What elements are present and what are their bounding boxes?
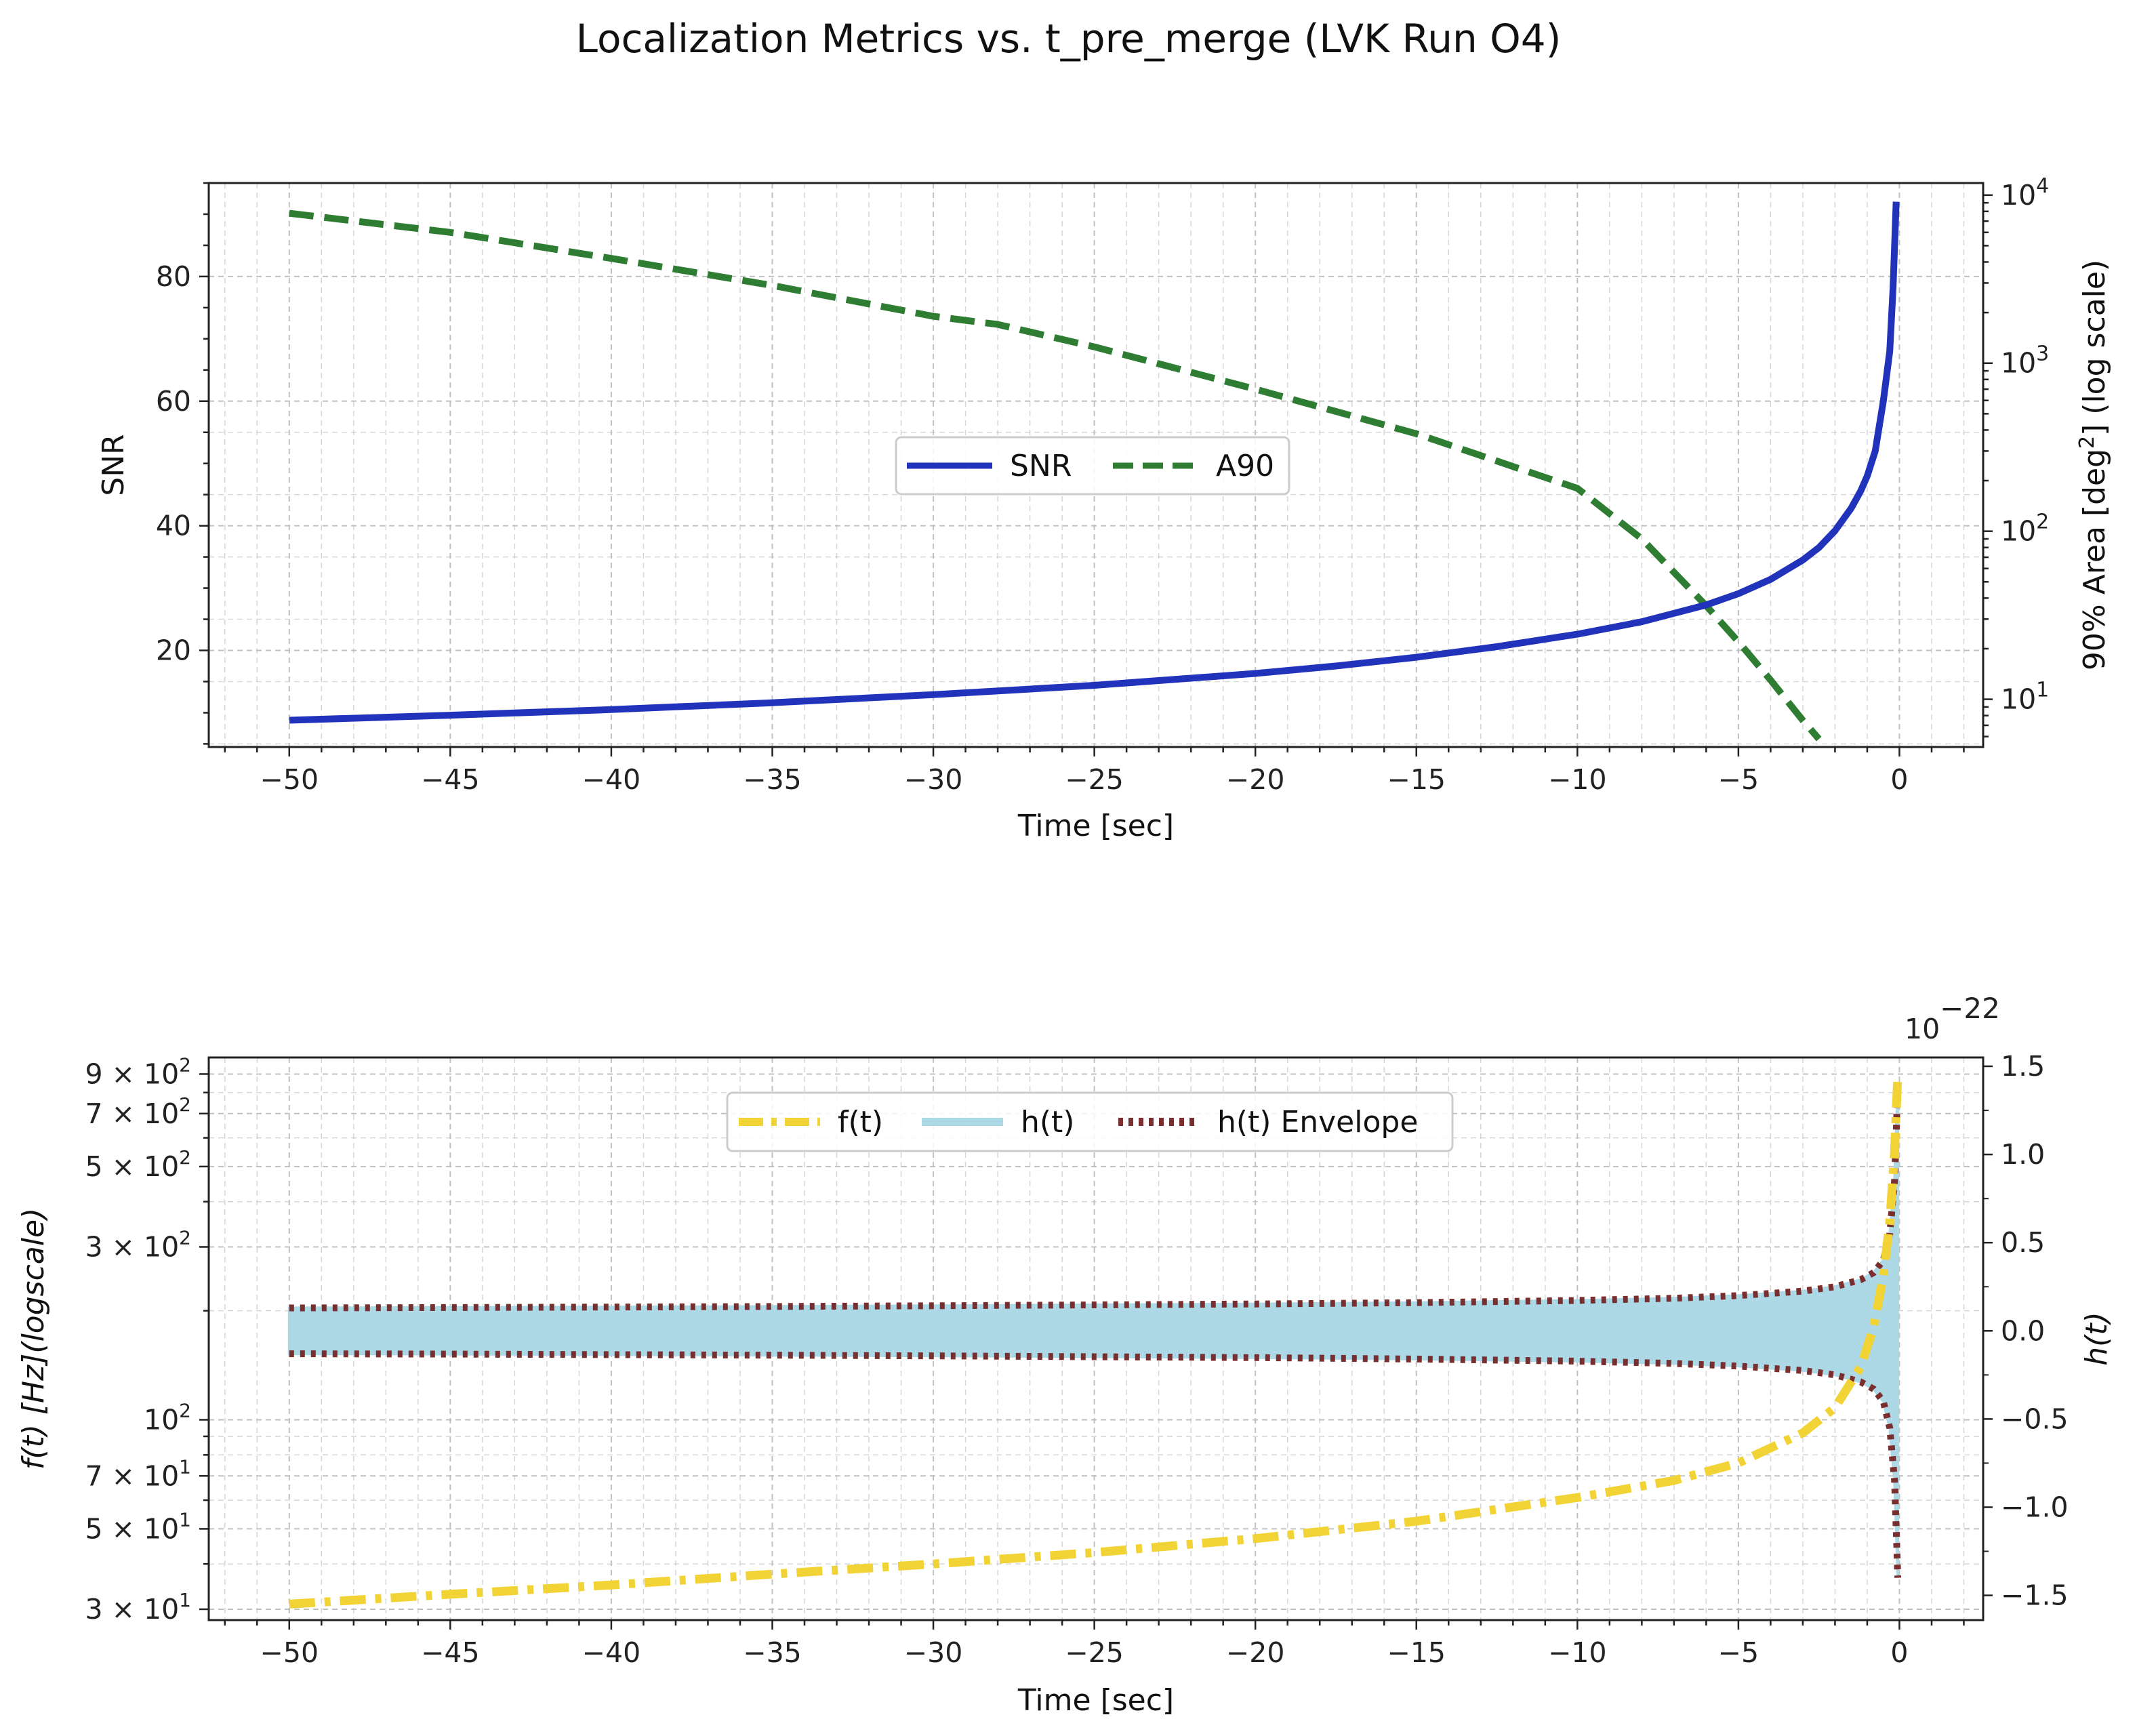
panel-2-x-ticks: −50 −45 −40 −35 −30 −25 −20 −15 −10 −5 0 [224,1620,1965,1669]
y2-tick-label: 1.0 [2001,1138,2045,1171]
x-tick-label: −20 [1226,1636,1285,1669]
x-tick-label: 0 [1890,1636,1908,1669]
h-signal-band [287,1083,1900,1578]
panel-1-y-axis-label: SNR [96,434,131,496]
y-tick-label: 9 × 102 [85,1053,191,1090]
panel-1-x-axis-label: Time [sec] [1017,809,1174,843]
panel-1-legend: SNR A90 [895,436,1290,496]
y2-tick-label: 101 [2001,679,2049,716]
y-tick-label: 3 × 101 [85,1589,191,1626]
y2-tick-label: 1.5 [2001,1050,2045,1083]
panel-2-y2-axis-label: h(t) [2079,1312,2114,1365]
x-tick-label: −40 [582,1636,641,1669]
panel-2-offset-text: 10−22 [1905,992,2000,1045]
x-tick-label: −15 [1387,1636,1446,1669]
x-tick-label: −35 [743,763,802,796]
y-tick-label: 60 [156,385,191,418]
y-tick-label: 3 × 102 [85,1226,191,1263]
x-tick-label: −50 [260,763,319,796]
y2-tick-label: 104 [2001,174,2049,211]
panel-1-y2-ticks: 101 102 103 104 [1983,174,2049,738]
panel-2-y-axis-label: f(t) [Hz](logscale) [16,1208,51,1470]
panel-2: −50 −45 −40 −35 −30 −25 −20 −15 −10 −5 0 3 × 1015 … [16,992,2114,1718]
figure-title: Localization Metrics vs. t_pre_merge (LV… [575,16,1562,62]
y-tick-label: 7 × 101 [85,1455,191,1492]
legend-a90-label: A90 [1216,449,1274,483]
panel-1-y-ticks: 20 40 60 80 [156,182,209,745]
x-tick-label: 0 [1890,763,1908,796]
panel-1-y2-axis-label: 90% Area [deg2] (log scale) [2075,260,2112,670]
panel-1-x-ticks: −50 −45 −40 −35 −30 −25 −20 −15 −10 −5 0 [224,747,1965,796]
x-tick-label: −30 [904,763,963,796]
x-tick-label: −40 [582,763,641,796]
y-tick-label: 20 [156,634,191,667]
y-tick-label: 7 × 102 [85,1093,191,1130]
x-tick-label: −50 [260,1636,319,1669]
x-tick-label: −5 [1718,1636,1759,1669]
x-tick-label: −30 [904,1636,963,1669]
f-line [289,1074,1902,1609]
x-tick-label: −20 [1226,763,1285,796]
y-tick-label: 5 × 101 [85,1508,191,1545]
legend-f-label: f(t) [838,1105,883,1139]
y2-tick-label: 103 [2001,342,2049,380]
x-tick-label: −45 [421,1636,480,1669]
x-tick-label: −25 [1065,1636,1124,1669]
legend-h-label: h(t) [1021,1105,1074,1139]
a90-line [289,209,1822,742]
x-tick-label: −10 [1548,763,1607,796]
h-envelope-lower-line [289,1350,1902,1578]
panel-1-grid [209,183,1983,747]
x-tick-label: −35 [743,1636,802,1669]
x-tick-label: −15 [1387,763,1446,796]
panel-1-frame [207,182,1985,748]
x-tick-label: −10 [1548,1636,1607,1669]
y2-tick-label: −0.5 [2001,1402,2069,1435]
snr-line [289,201,1900,724]
legend-envelope-label: h(t) Envelope [1217,1105,1418,1139]
y2-tick-label: 102 [2001,510,2049,548]
y-tick-label: 102 [144,1400,191,1436]
y2-tick-label: 0.5 [2001,1226,2045,1259]
y2-tick-label: −1.0 [2001,1491,2069,1523]
panel-2-y-ticks: 3 × 101 5 × 101 7 × 101 102 3 × 102 5 × 102 7 … [85,1053,209,1626]
y-tick-label: 40 [156,510,191,542]
panel-1: −50 −45 −40 −35 −30 −25 −20 −15 −10 −5 0 20406080 … [96,174,2112,843]
y-tick-label: 5 × 102 [85,1146,191,1183]
y2-tick-label: −1.5 [2001,1579,2069,1612]
x-tick-label: −25 [1065,763,1124,796]
panel-2-x-axis-label: Time [sec] [1017,1683,1174,1718]
panel-2-frame [207,1056,1985,1621]
panel-2-legend: f(t) h(t) h(t) Envelope [726,1091,1454,1152]
x-tick-label: −45 [421,763,480,796]
x-tick-label: −5 [1718,763,1759,796]
y-tick-label: 80 [156,260,191,293]
y2-tick-label: 0.0 [2001,1314,2045,1347]
panel-2-y2-ticks: −1.5 −1.0 −0.5 0.0 0.5 1.0 1.5 [1983,1050,2069,1612]
legend-snr-label: SNR [1010,449,1072,483]
